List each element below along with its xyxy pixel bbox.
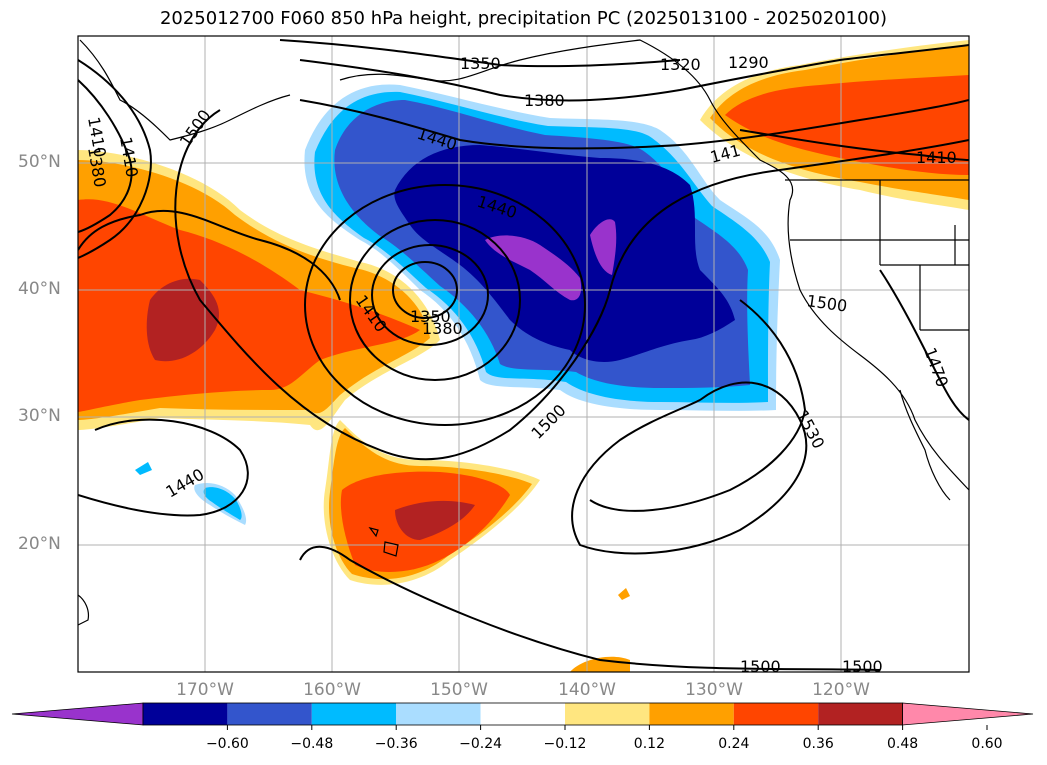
lon-label: 160°W [303, 680, 361, 700]
colorbar-segment [227, 703, 312, 725]
precip-negative-small-3 [203, 487, 242, 520]
colorbar-tick-label: −0.24 [459, 736, 503, 752]
contour-1440-west [78, 418, 249, 517]
colorbar-tick-label: −0.48 [290, 736, 334, 752]
lon-label: 140°W [558, 680, 616, 700]
colorbar-extend-right [902, 702, 1034, 726]
contour-label: 1500 [740, 657, 781, 676]
contour-label: 1350 [410, 307, 451, 326]
colorbar-segment [565, 703, 650, 725]
colorbar-tick-label: −0.12 [543, 736, 587, 752]
colorbar-segment [818, 703, 903, 725]
lat-label: 30°N [18, 406, 61, 426]
colorbar-segment [143, 703, 228, 725]
contour-1410 [349, 219, 521, 381]
precip-negative-navy [394, 145, 735, 362]
colorbar-tick-label: −0.60 [205, 736, 249, 752]
contour-west-2 [78, 59, 152, 259]
contour-label: 1380 [524, 91, 565, 110]
height-contours [78, 39, 969, 671]
contour-label: 1350 [460, 54, 501, 73]
colorbar-segment [733, 703, 819, 725]
contour-label: 1500 [805, 291, 848, 315]
precip-positive-tiny [618, 588, 630, 600]
colorbar-outline [142, 702, 903, 726]
lon-label: 120°W [812, 680, 870, 700]
contour-1530-outer [589, 299, 807, 512]
precip-negative-small-1 [135, 462, 152, 475]
colorbar-tick-label: 0.12 [633, 736, 665, 752]
lat-label: 20°N [18, 534, 61, 554]
map-plot: 1350 1320 1290 1380 1440 1410 1500 1410 … [77, 35, 970, 676]
lon-label: 130°W [685, 680, 743, 700]
colorbar-segment [396, 703, 481, 725]
contour-1410-ne [739, 129, 969, 161]
contour-label: 1500 [527, 401, 569, 443]
contour-1530 [571, 381, 808, 555]
contour-1440-north [299, 99, 969, 150]
lon-label: 170°W [176, 680, 234, 700]
contour-1500-south [78, 209, 881, 671]
contour-1380 [371, 244, 489, 346]
graticule [78, 36, 969, 672]
lat-label: 50°N [18, 152, 61, 172]
colorbar-tick-label: 0.48 [887, 736, 919, 752]
colorbar-tick-label: −0.36 [374, 736, 418, 752]
contour-label: 1410 [916, 148, 957, 167]
precip-positive-bottom [570, 656, 630, 672]
colorbar-segment [311, 703, 397, 725]
colorbar-segment [649, 703, 734, 725]
colorbar-tick-label: 0.24 [718, 736, 750, 752]
colorbar-extend-left [11, 702, 144, 726]
precip-negative-purple-2 [590, 219, 617, 275]
contour-1470 [879, 269, 969, 421]
contour-label: 1470 [920, 345, 952, 390]
colorbar-tick-label: 0.36 [802, 736, 834, 752]
coastlines [78, 39, 969, 626]
contour-1440 [304, 184, 586, 426]
contour-west-1 [78, 79, 133, 233]
contour-label: 1500 [176, 106, 215, 150]
precip-positive-hawaii-darkred [395, 500, 475, 540]
colorbar-segment [480, 703, 565, 725]
contour-label: 1290 [728, 53, 769, 72]
precip-positive-west-darkred [146, 278, 220, 362]
precip-negative-purple-1 [485, 235, 582, 301]
lon-label: 150°W [430, 680, 488, 700]
contour-1350-north [279, 39, 681, 68]
contour-1380-north [299, 44, 969, 102]
contour-label: 1500 [842, 657, 883, 676]
contour-label: 1320 [660, 55, 701, 74]
colorbar-tick-label: 0.60 [971, 736, 1003, 752]
map-frame [77, 35, 970, 673]
contour-1350 [392, 261, 458, 319]
lat-label: 40°N [18, 279, 61, 299]
contour-label: 1380 [422, 319, 463, 338]
contour-1500-main [174, 109, 969, 461]
map-title: 2025012700 F060 850 hPa height, precipit… [159, 8, 888, 29]
